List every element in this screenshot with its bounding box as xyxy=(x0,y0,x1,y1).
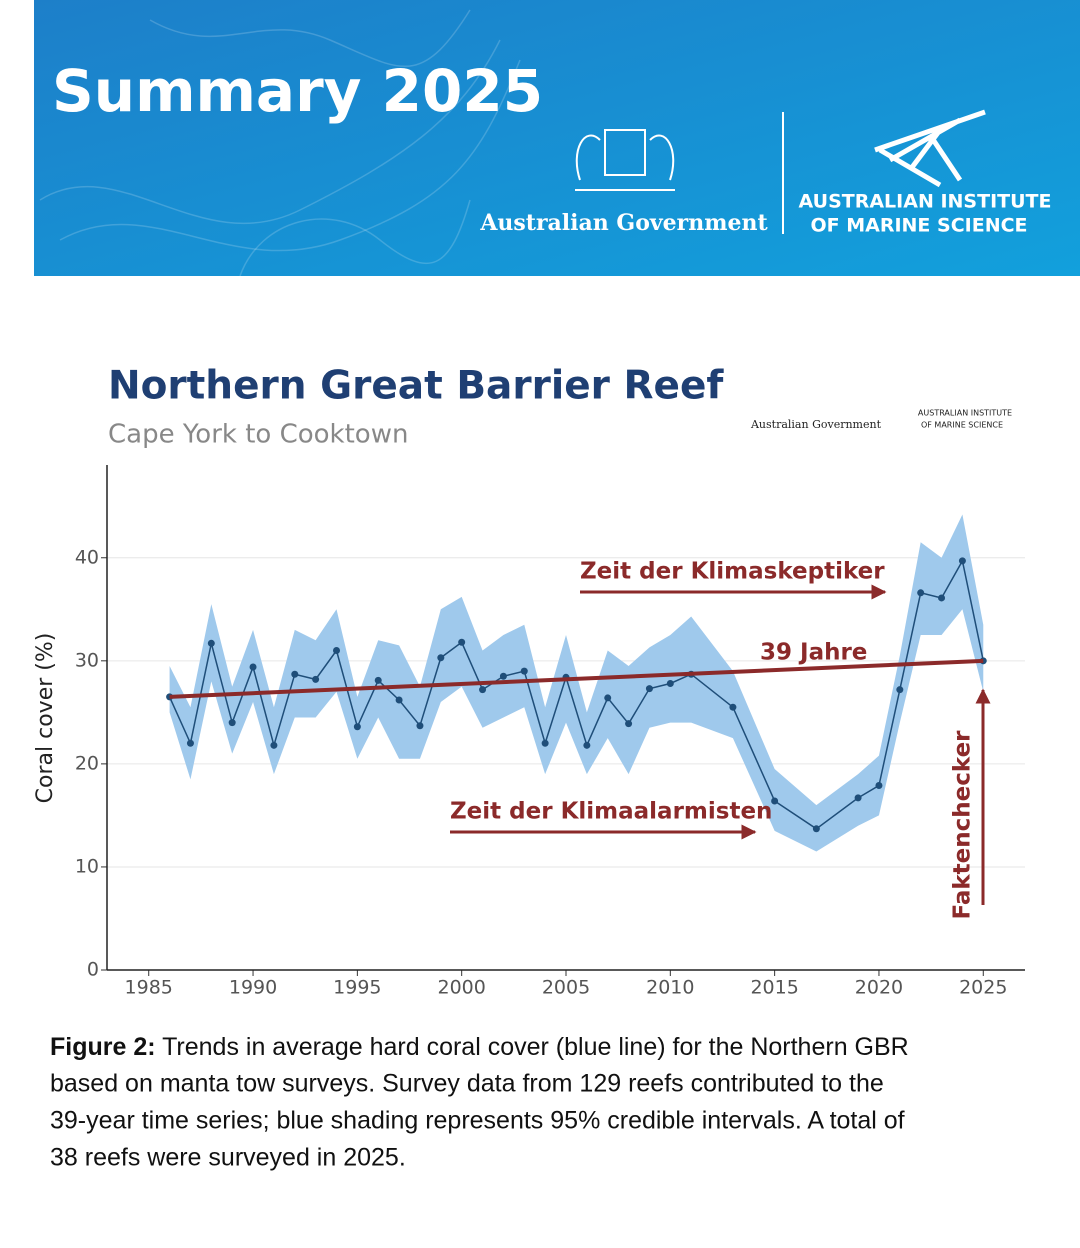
caption-line: Figure 2: Trends in average hard coral c… xyxy=(50,1033,909,1061)
x-tick-label: 2000 xyxy=(438,977,486,999)
data-point xyxy=(228,719,236,727)
x-tick-label: 1995 xyxy=(333,977,381,999)
x-tick-label: 1985 xyxy=(125,977,173,999)
chart-subtitle: Cape York to Cooktown xyxy=(108,420,408,450)
caption-line: 38 reefs were surveyed in 2025. xyxy=(50,1144,406,1172)
header-title: Summary 2025 xyxy=(52,57,543,125)
x-tick-label: 1990 xyxy=(229,977,277,999)
caption-line: based on manta tow surveys. Survey data … xyxy=(50,1070,884,1098)
small-aims-logo: AUSTRALIAN INSTITUTE xyxy=(918,409,1012,418)
small-aims-logo: OF MARINE SCIENCE xyxy=(921,421,1003,430)
y-tick-label: 30 xyxy=(75,649,99,671)
data-point xyxy=(458,638,466,646)
data-point xyxy=(938,594,946,602)
data-point xyxy=(583,741,591,749)
x-tick-label: 2015 xyxy=(750,977,798,999)
data-point xyxy=(604,694,612,702)
trend-line xyxy=(169,658,984,699)
data-point xyxy=(729,703,737,711)
annotation: Faktenchecker xyxy=(950,730,976,920)
data-point xyxy=(479,686,487,694)
data-point xyxy=(875,782,883,790)
x-tick-label: 2025 xyxy=(959,977,1007,999)
data-point xyxy=(917,589,925,597)
data-point xyxy=(645,685,653,693)
y-tick-label: 10 xyxy=(75,855,99,877)
data-point xyxy=(353,723,361,731)
x-tick-label: 2020 xyxy=(855,977,903,999)
data-point xyxy=(771,797,779,805)
annotation: Zeit der Klimaskeptiker xyxy=(580,559,885,585)
y-tick-label: 40 xyxy=(75,546,99,568)
coral-line xyxy=(168,558,985,830)
data-point xyxy=(854,794,862,802)
caption-label: Figure 2: xyxy=(50,1033,156,1061)
x-tick-label: 2010 xyxy=(646,977,694,999)
contour-pattern xyxy=(39,9,521,277)
aims-logo-text: OF MARINE SCIENCE xyxy=(810,215,1027,237)
data-point xyxy=(416,722,424,730)
data-point xyxy=(520,667,528,675)
data-point xyxy=(666,679,674,687)
data-point xyxy=(270,741,278,749)
data-point xyxy=(395,696,403,704)
y-tick-label: 0 xyxy=(87,959,99,981)
data-point xyxy=(207,639,215,647)
data-point xyxy=(312,675,320,683)
y-axis-label: Coral cover (%) xyxy=(33,633,58,804)
data-point xyxy=(812,825,820,833)
data-point xyxy=(333,647,340,655)
aims-logo-text: AUSTRALIAN INSTITUTE xyxy=(799,191,1052,213)
data-point xyxy=(896,686,904,694)
data-point xyxy=(186,739,194,747)
data-point xyxy=(625,720,633,728)
chart-title: Northern Great Barrier Reef xyxy=(108,364,724,409)
data-point xyxy=(958,557,966,565)
x-tick-label: 2005 xyxy=(542,977,590,999)
credible-band xyxy=(169,514,984,852)
data-point xyxy=(437,654,445,662)
small-gov-logo: Australian Government xyxy=(750,418,882,431)
data-point xyxy=(541,739,549,747)
caption-text: Trends in average hard coral cover (blue… xyxy=(156,1033,909,1061)
caption-line: 39-year time series; blue shading repres… xyxy=(50,1107,905,1135)
aims-logo xyxy=(874,109,986,188)
annotation: 39 Jahre xyxy=(760,640,867,666)
annotation: Zeit der Klimaalarmisten xyxy=(450,799,772,825)
y-tick-label: 20 xyxy=(75,752,99,774)
coat-of-arms xyxy=(575,129,675,191)
data-point xyxy=(499,672,507,680)
data-point xyxy=(249,663,257,671)
data-point xyxy=(291,670,299,678)
plot: 0 10 20 30 40 1985 1990 1995 2000 2005 2010 2015 202… xyxy=(75,465,1025,999)
data-point xyxy=(374,676,382,684)
gov-logo-text: Australian Government xyxy=(479,210,768,236)
